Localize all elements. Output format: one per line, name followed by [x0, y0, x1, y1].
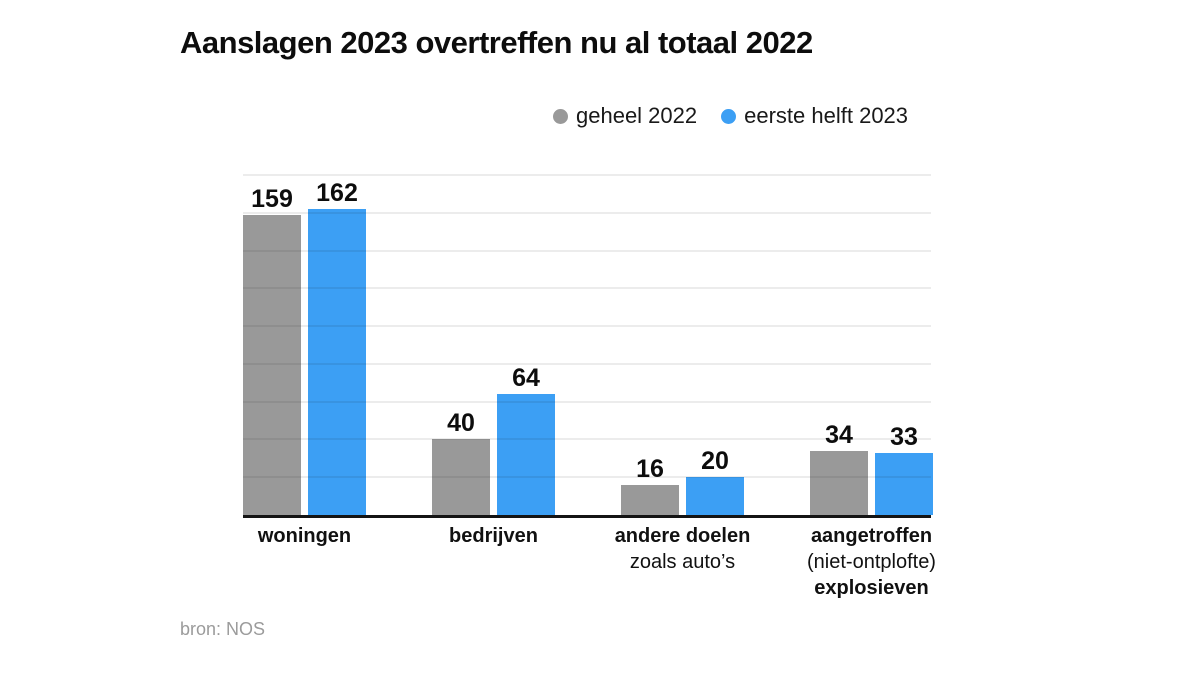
category-label-line: zoals auto’s: [629, 551, 736, 573]
bar-2022-woningen: [243, 214, 301, 515]
x-axis-line: [243, 515, 931, 518]
bar-2022-bedrijven: [432, 439, 490, 515]
bar-value-label-2023-bedrijven: 64: [512, 364, 540, 393]
legend-item-2023: eerste helft 2023: [721, 103, 908, 129]
category-label-line: andere doelen: [614, 525, 751, 547]
category-label-line: bedrijven: [449, 525, 538, 547]
source-credit: bron: NOS: [180, 619, 266, 639]
category-label-line: aangetroffen: [810, 525, 933, 547]
chart-title: Aanslagen 2023 overtreffen nu al totaal …: [180, 25, 813, 60]
category-label-woningen: woningen: [195, 523, 415, 549]
bar-value-label-2022-woningen: 159: [251, 184, 293, 213]
bar-2022-andere-doelen: [621, 484, 679, 515]
legend-swatch-2023-icon: [721, 108, 737, 124]
legend-item-2022: geheel 2022: [553, 103, 697, 129]
bar-value-label-2023-woningen: 162: [316, 179, 358, 207]
bar-2023-explosieven: [875, 452, 933, 515]
bar-2023-woningen: [308, 209, 366, 515]
legend-label-2022: geheel 2022: [576, 103, 698, 128]
category-label-line: explosieven: [814, 577, 929, 599]
bar-value-label-2022-andere-doelen: 16: [636, 454, 664, 483]
bar-2023-andere-doelen: [686, 477, 744, 515]
category-label-andere-doelen: andere doelen zoals auto’s: [573, 523, 793, 575]
category-label-bedrijven: bedrijven: [384, 523, 604, 549]
bar-value-label-2022-bedrijven: 40: [447, 409, 475, 438]
legend-swatch-2022-icon: [553, 108, 568, 124]
bar-value-label-2023-andere-doelen: 20: [701, 447, 729, 476]
bar-2022-explosieven: [810, 450, 868, 515]
bar-value-label-2023-explosieven: 33: [890, 422, 918, 451]
category-label-line: (niet-ontplofte): [807, 551, 936, 573]
legend: geheel 2022 eerste helft 2023: [553, 103, 908, 129]
bar-value-label-2022-explosieven: 34: [825, 420, 853, 449]
gridline-180: [243, 174, 931, 176]
category-label-explosieven: aangetroffen (niet-ontplofte) explosieven: [762, 523, 982, 601]
category-label-line: woningen: [257, 525, 352, 547]
bar-2023-bedrijven: [497, 394, 555, 515]
plot-area: 159 162 woningen 40 64 bedrijven 16 20 andere do…: [243, 174, 936, 599]
legend-label-2023: eerste helft 2023: [744, 103, 909, 128]
